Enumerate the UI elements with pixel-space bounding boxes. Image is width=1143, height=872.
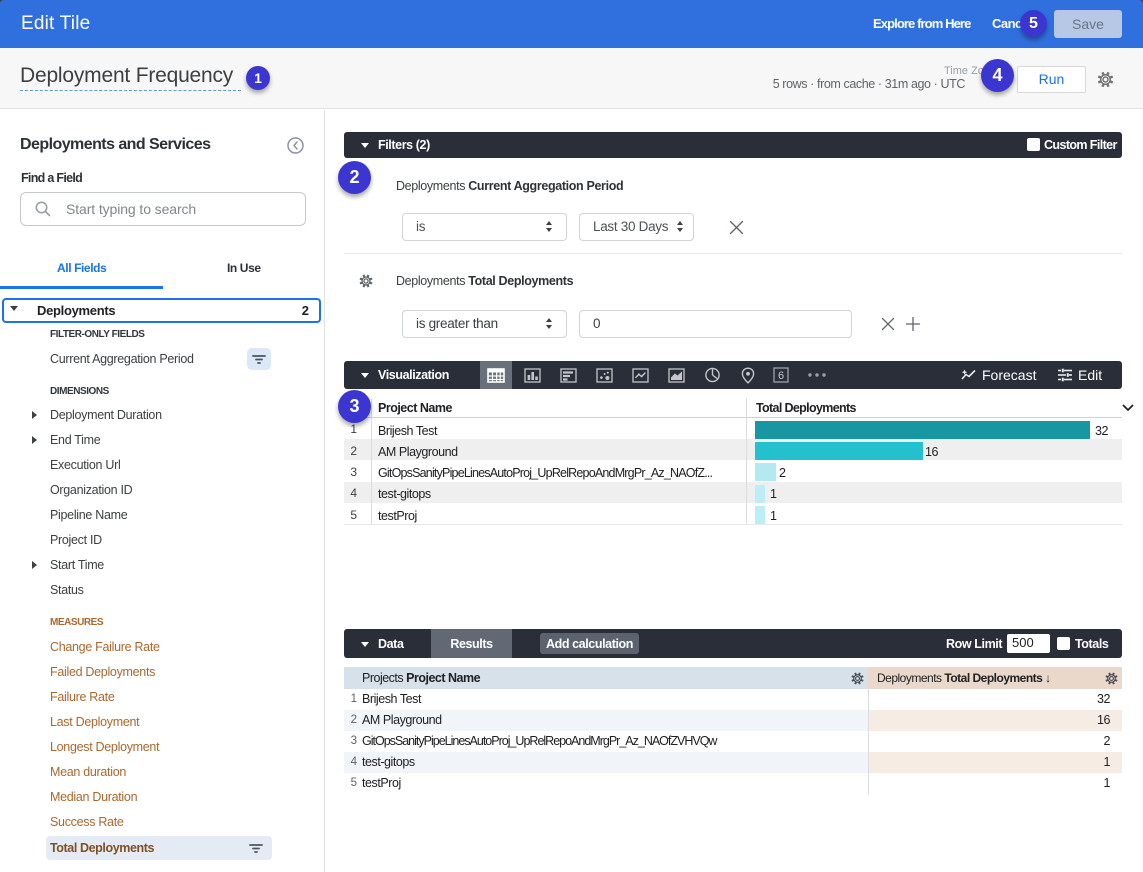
svg-text:6: 6 bbox=[778, 370, 784, 382]
